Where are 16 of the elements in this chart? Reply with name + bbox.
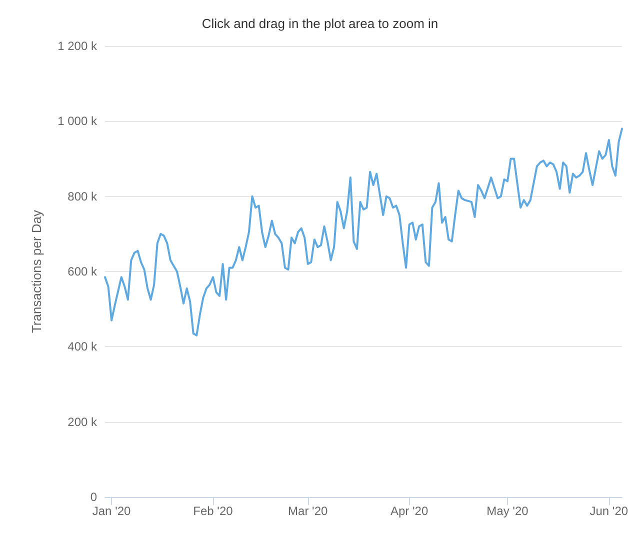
x-tick-label: Jun '20 [590,504,628,518]
y-tick-label: 0 [90,490,98,504]
x-tick-label: Jan '20 [92,504,132,518]
line-series [104,128,623,336]
x-tick-label: May '20 [486,504,529,518]
y-tick-label: 1 000 k [58,114,98,128]
y-tick-label: 600 k [68,264,98,278]
x-tick-label: Feb '20 [193,504,234,518]
y-tick-label: 400 k [68,340,98,354]
y-tick-label: 200 k [68,414,98,429]
y-tick-label: 1 200 k [58,39,98,53]
y-axis-title: Transactions per Day [29,209,44,334]
x-tick-label: Apr '20 [390,504,428,518]
x-tick-label: Mar '20 [288,504,328,518]
y-tick-label: 800 k [68,189,98,204]
chart-subtitle: Click and drag in the plot area to zoom in [202,16,438,31]
